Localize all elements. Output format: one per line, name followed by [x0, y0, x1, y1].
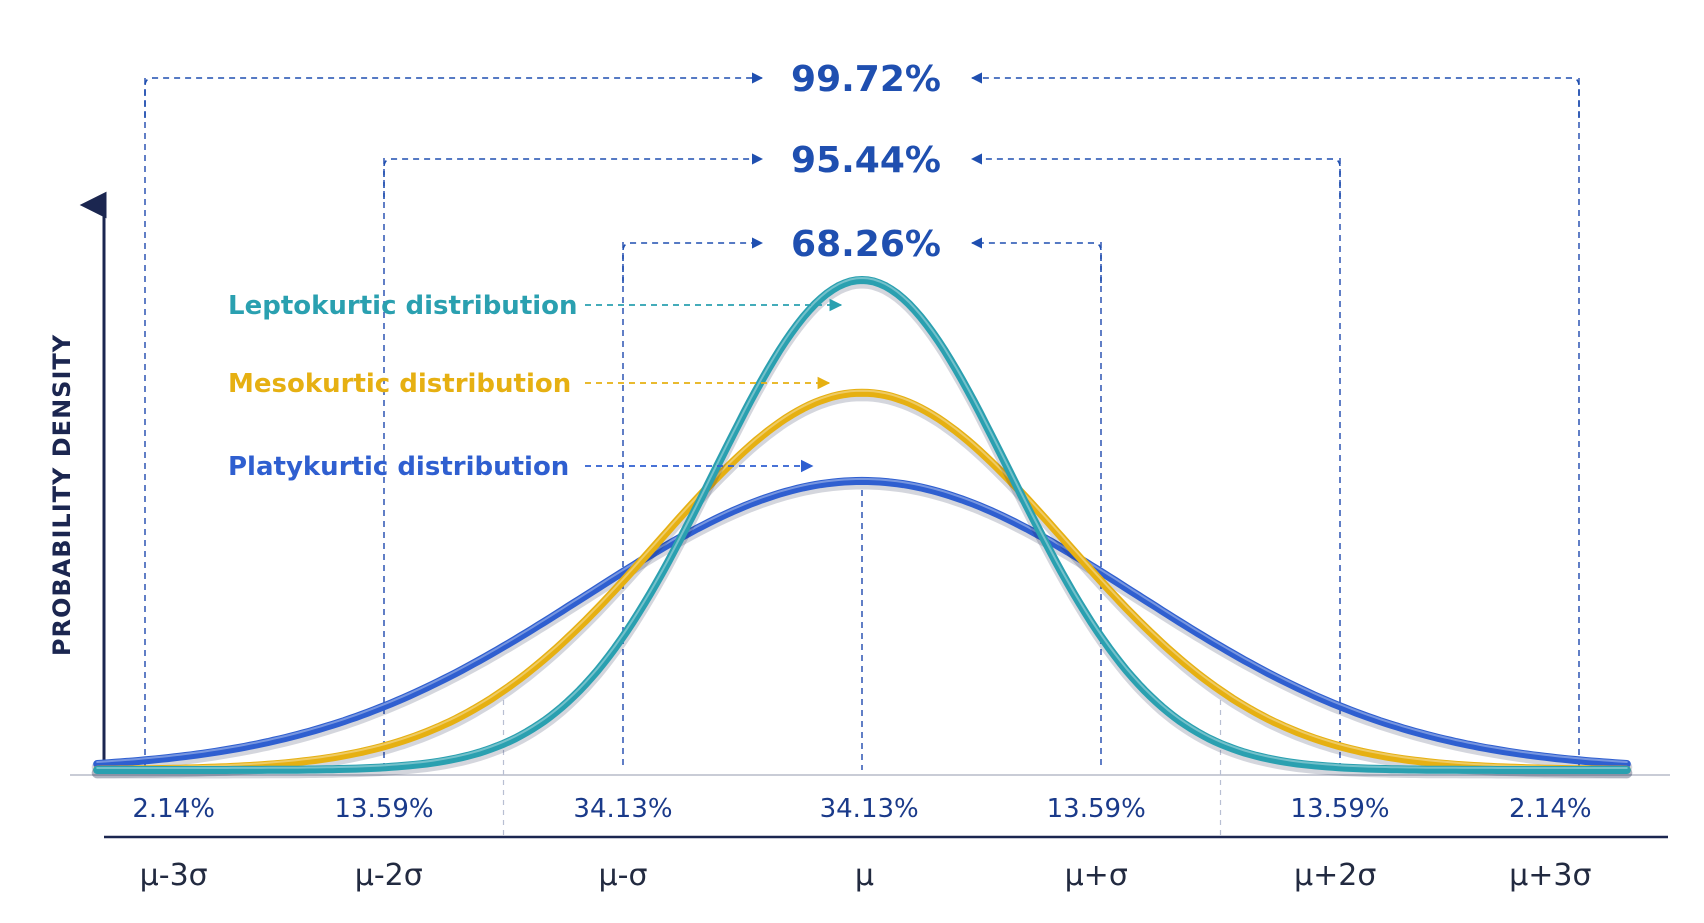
interval-bracket-right [970, 237, 1102, 283]
segment-dividers [502, 700, 1222, 835]
interval-bracket-right [970, 153, 1341, 199]
x-tick-label: μ-σ [599, 858, 648, 893]
legend: Leptokurtic distribution Mesokurtic distr… [228, 291, 843, 482]
curve-highlight [96, 477, 1628, 763]
distribution-curve [93, 388, 1631, 774]
legend-label: Mesokurtic distribution [228, 369, 571, 399]
distribution-curve [93, 476, 1631, 768]
x-tick-label: μ+3σ [1509, 858, 1591, 893]
legend-label: Leptokurtic distribution [228, 291, 578, 321]
sigma-guides [144, 78, 1580, 770]
interval-label: 68.26% [791, 224, 941, 265]
interval-brackets: 68.26% 95.44% 99.72% [144, 59, 1580, 283]
curve-highlight [96, 276, 1628, 769]
interval-bracket-left [383, 153, 764, 199]
distribution-curves [91, 275, 1633, 779]
interval-label: 99.72% [791, 59, 941, 100]
distribution-curve [93, 275, 1631, 774]
segment-percentage: 34.13% [820, 794, 919, 824]
x-tick-label: μ+σ [1065, 858, 1128, 893]
x-tick-label: μ-3σ [140, 858, 208, 893]
interval-bracket-left [622, 237, 764, 283]
segment-percentages: 2.14% 13.59% 34.13% 34.13% 13.59% 13.59% 2.14% [132, 794, 1591, 824]
segment-percentage: 2.14% [132, 794, 215, 824]
interval-bracket-right [970, 72, 1580, 118]
x-tick-labels: μ-3σ μ-2σ μ-σ μ μ+σ μ+2σ μ+3σ [140, 858, 1592, 893]
y-axis-label: PROBABILITY DENSITY [48, 334, 76, 656]
segment-percentage: 13.59% [1047, 794, 1146, 824]
interval-label: 95.44% [791, 140, 941, 181]
segment-percentage: 34.13% [573, 794, 672, 824]
interval-bracket-left [144, 72, 764, 118]
legend-label: Platykurtic distribution [228, 452, 569, 482]
x-tick-label: μ+2σ [1294, 858, 1376, 893]
segment-percentage: 13.59% [334, 794, 433, 824]
x-tick-label: μ-2σ [355, 858, 423, 893]
curve-highlight [96, 389, 1628, 769]
segment-percentage: 13.59% [1290, 794, 1389, 824]
segment-percentage: 2.14% [1509, 794, 1592, 824]
x-tick-label: μ [855, 858, 874, 893]
